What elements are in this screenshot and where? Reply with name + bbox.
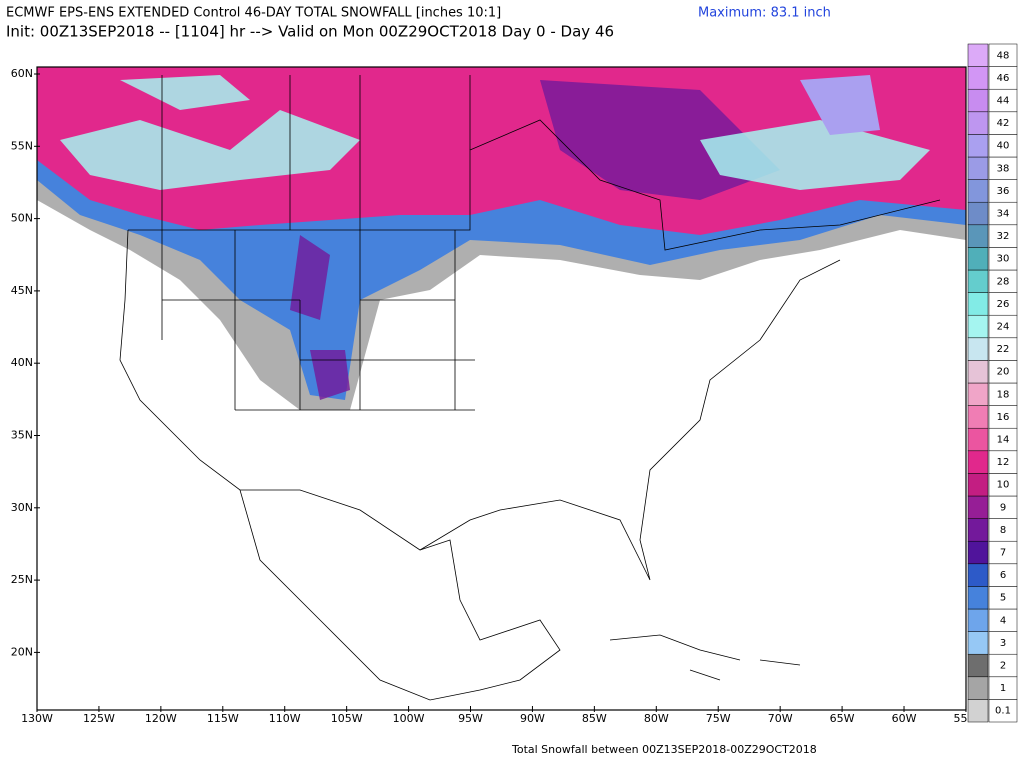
- longitude-label: 125W: [83, 712, 115, 725]
- longitude-label: 105W: [331, 712, 363, 725]
- snow-cyan: [60, 75, 930, 190]
- colorbar-swatch: [967, 201, 989, 226]
- snow-purple: [290, 80, 780, 400]
- colorbar-swatch: [967, 473, 989, 497]
- longitude-label: 110W: [269, 712, 301, 725]
- colorbar-label: 12: [997, 457, 1010, 468]
- longitude-label: 65W: [830, 712, 855, 725]
- colorbar-label: 1: [1000, 683, 1006, 694]
- latitude-label: 50N: [11, 212, 33, 225]
- colorbar-label: 6: [1000, 570, 1006, 581]
- colorbar-swatch: [967, 608, 989, 632]
- colorbar-swatch: [967, 518, 989, 542]
- colorbar-label: 7: [1000, 548, 1006, 559]
- longitude-label: 130W: [21, 712, 53, 725]
- colorbar-label: 4: [1000, 615, 1006, 626]
- longitude-label: 70W: [768, 712, 793, 725]
- colorbar-swatch: [967, 269, 989, 293]
- colorbar-label: 0.1: [995, 706, 1011, 717]
- colorbar-label: 22: [997, 344, 1010, 355]
- colorbar-swatch: [967, 653, 989, 678]
- latitude-label: 30N: [11, 501, 33, 514]
- colorbar-swatch: [967, 631, 989, 655]
- colorbar-swatch: [967, 382, 989, 406]
- longitude-label: 60W: [892, 712, 917, 725]
- map: [36, 66, 967, 711]
- colorbar-label: 8: [1000, 525, 1006, 536]
- colorbar-swatch: [967, 314, 989, 339]
- colorbar-label: 10: [997, 480, 1010, 491]
- colorbar-label: 46: [997, 73, 1010, 84]
- colorbar-label: 3: [1000, 638, 1006, 649]
- longitude-label: 90W: [520, 712, 545, 725]
- snow-lavender: [800, 75, 880, 135]
- snow-pink: [37, 67, 966, 235]
- longitude-label: 95W: [458, 712, 483, 725]
- colorbar-label: 30: [997, 254, 1010, 265]
- colorbar-label: 34: [997, 209, 1010, 220]
- colorbar-swatch: [967, 247, 989, 271]
- longitude-label: 80W: [644, 712, 669, 725]
- longitude-label: 75W: [706, 712, 731, 725]
- longitude-label: 115W: [207, 712, 239, 725]
- latitude-label: 55N: [11, 139, 33, 152]
- colorbar-swatch: [967, 427, 989, 452]
- colorbar-swatch: [967, 43, 989, 67]
- colorbar-label: 38: [997, 163, 1010, 174]
- colorbar-label: 44: [997, 96, 1010, 107]
- colorbar-label: 42: [997, 118, 1010, 129]
- colorbar-label: 48: [997, 50, 1010, 61]
- colorbar-label: 9: [1000, 502, 1006, 513]
- colorbar-swatch: [967, 586, 989, 610]
- latitude-label: 20N: [11, 645, 33, 658]
- boundaries: [119, 75, 941, 701]
- colorbar-label: 20: [997, 367, 1010, 378]
- colorbar-label: 28: [997, 276, 1010, 287]
- colorbar-swatch: [967, 699, 989, 723]
- latitude-label: 60N: [11, 67, 33, 80]
- colorbar-swatch: [967, 360, 989, 384]
- colorbar-swatch: [967, 88, 989, 113]
- colorbar-swatch: [967, 292, 989, 316]
- map-frame: [36, 66, 967, 711]
- colorbar-swatch: [967, 179, 989, 203]
- longitude-label: 120W: [145, 712, 177, 725]
- colorbar-swatch: [967, 495, 989, 519]
- colorbar-label: 32: [997, 231, 1010, 242]
- colorbar-swatch: [967, 405, 989, 429]
- longitude-label: 85W: [582, 712, 607, 725]
- maximum: Maximum: 83.1 inch: [698, 6, 831, 21]
- latitude-label: 40N: [11, 356, 33, 369]
- latitude-label: 35N: [11, 429, 33, 442]
- longitude-label: 100W: [393, 712, 425, 725]
- latitude-label: 45N: [11, 284, 33, 297]
- colorbar-swatch: [967, 66, 989, 90]
- colorbar-label: 24: [997, 322, 1010, 333]
- colorbar-label: 2: [1000, 661, 1006, 672]
- title: ECMWF EPS-ENS EXTENDED Control 46-DAY TO…: [6, 6, 501, 21]
- colorbar-swatch: [967, 540, 989, 565]
- subtitle: Init: 00Z13SEP2018 -- [1104] hr --> Vali…: [6, 23, 614, 41]
- colorbar-label: 16: [997, 412, 1010, 423]
- footer: Total Snowfall between 00Z13SEP2018-00Z2…: [511, 743, 817, 756]
- colorbar-label: 40: [997, 141, 1010, 152]
- colorbar-label: 26: [997, 299, 1010, 310]
- colorbar-swatch: [967, 676, 989, 700]
- colorbar-swatch: [967, 134, 989, 158]
- colorbar-swatch: [967, 563, 989, 587]
- colorbar-label: 36: [997, 186, 1010, 197]
- latitude-label: 25N: [11, 573, 33, 586]
- colorbar-swatch: [967, 111, 989, 135]
- colorbar-swatch: [967, 450, 989, 474]
- colorbar-swatch: [967, 156, 989, 180]
- colorbar-label: 5: [1000, 593, 1006, 604]
- colorbar-swatch: [967, 337, 989, 361]
- colorbar-swatch: [967, 224, 989, 248]
- colorbar-label: 18: [997, 389, 1010, 400]
- colorbar-label-box: [988, 43, 1018, 67]
- colorbar-label: 14: [997, 435, 1010, 446]
